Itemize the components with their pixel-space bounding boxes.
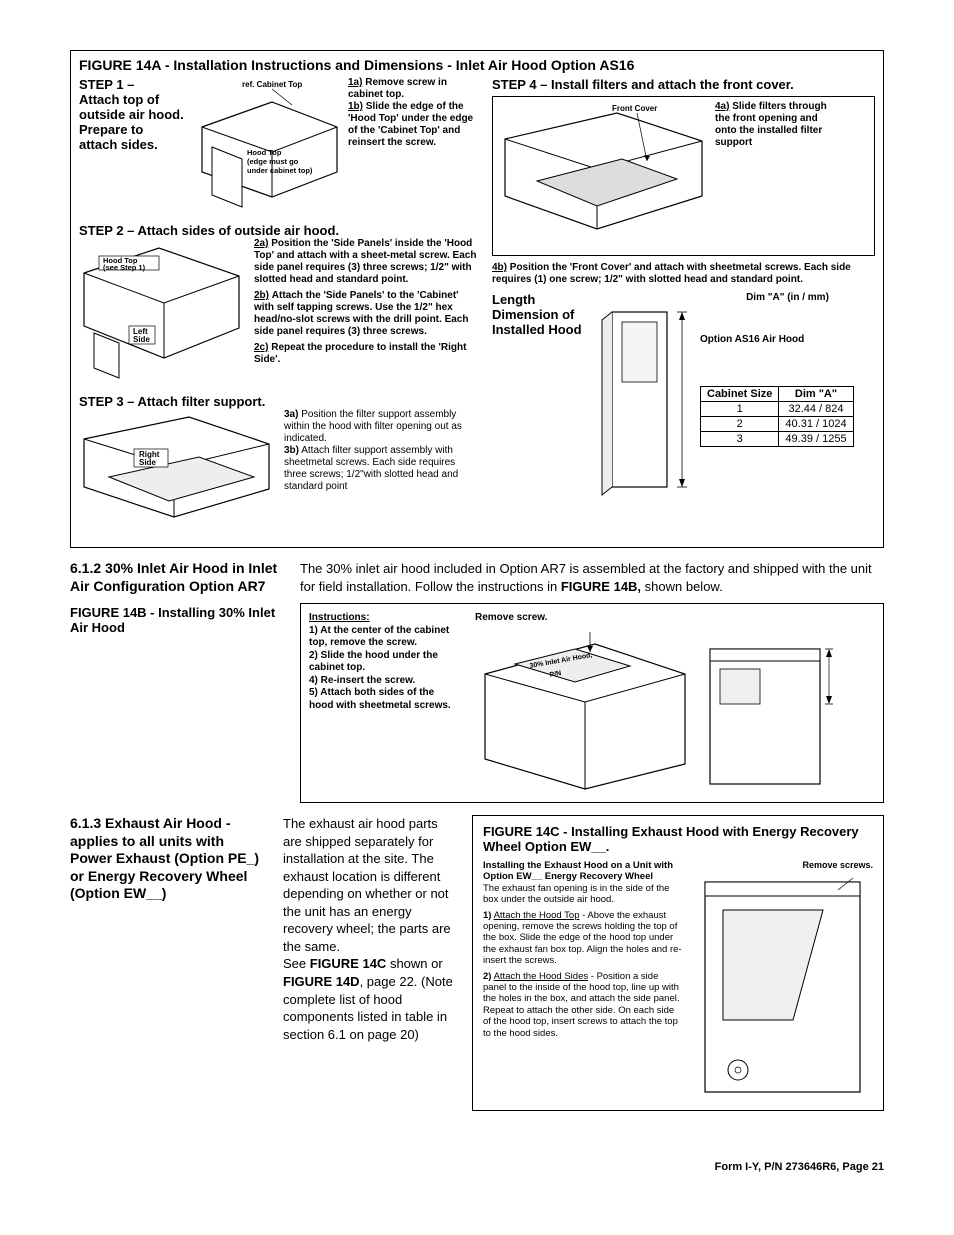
figure-14a-left: STEP 1 – Attach top of outside air hood.… [79, 77, 478, 539]
step1a-label: 1a) [348, 77, 362, 88]
step4-diagram: Front Cover [497, 101, 707, 251]
svg-text:Front Cover: Front Cover [612, 104, 657, 113]
remove-screws-label: Remove screws. [693, 860, 873, 870]
page-footer: Form I-Y, P/N 273646R6, Page 21 [70, 1161, 884, 1173]
svg-text:(see Step 1): (see Step 1) [103, 263, 146, 272]
step4-head: STEP 4 – Install filters and attach the … [492, 77, 875, 92]
step3-diagram: Right Side [79, 409, 274, 539]
step1: STEP 1 – Attach top of outside air hood.… [79, 77, 478, 217]
dim-diagram [592, 292, 692, 502]
th-dim-a: Dim "A" [779, 387, 853, 402]
dim-a-table: Cabinet Size Dim "A" 1 32.44 / 824 2 40.… [700, 386, 854, 447]
figure-14c-text: Installing the Exhaust Hood on a Unit wi… [483, 860, 683, 1100]
step3: STEP 3 – Attach filter support. Right Si… [79, 394, 478, 539]
length-dim-head: Length Dimension of Installed Hood [492, 292, 582, 337]
step3-instructions: 3a) Position the filter support assembly… [284, 409, 478, 539]
table-row: 2 40.31 / 1024 [701, 417, 854, 432]
option-as16-label: Option AS16 Air Hood [700, 334, 875, 346]
table-row: 3 49.39 / 1255 [701, 432, 854, 447]
th-cabinet-size: Cabinet Size [701, 387, 779, 402]
svg-text:under cabinet top): under cabinet top) [247, 166, 313, 175]
figure-14c-title: FIGURE 14C - Installing Exhaust Hood wit… [483, 824, 873, 854]
figure-14a-box: FIGURE 14A - Installation Instructions a… [70, 50, 884, 548]
figure-14a-grid: STEP 1 – Attach top of outside air hood.… [79, 77, 875, 539]
section-613-head: 6.1.3 Exhaust Air Hood - applies to all … [70, 815, 263, 903]
step2-head: STEP 2 – Attach sides of outside air hoo… [79, 223, 478, 238]
step4a-instr: 4a) Slide filters through the front open… [715, 101, 835, 251]
figure-14a-right: STEP 4 – Install filters and attach the … [492, 77, 875, 539]
step4b-instr: 4b) Position the 'Front Cover' and attac… [492, 262, 875, 286]
section-613: 6.1.3 Exhaust Air Hood - applies to all … [70, 815, 884, 1111]
step2-instructions: 2a) Position the 'Side Panels' inside th… [254, 238, 478, 388]
length-dimension: Length Dimension of Installed Hood [492, 292, 875, 502]
ref-cabinet-top-label: ref. Cabinet Top [242, 80, 302, 89]
svg-text:Side: Side [139, 458, 156, 467]
step3-head: STEP 3 – Attach filter support. [79, 394, 478, 409]
fig14c-diagram [693, 870, 873, 1100]
figure-14b-title: FIGURE 14B - Installing 30% Inlet Air Ho… [70, 605, 280, 635]
step1b-label: 1b) [348, 101, 363, 112]
section-612-head: 6.1.2 30% Inlet Air Hood in Inlet Air Co… [70, 560, 280, 595]
step4: STEP 4 – Install filters and attach the … [492, 77, 875, 286]
dim-a-label: Dim "A" (in / mm) [700, 292, 875, 304]
step1-diagram: ref. Cabinet Top Hood Top (edge must go … [192, 77, 342, 217]
table-row: 1 32.44 / 824 [701, 402, 854, 417]
section-612-body: The 30% inlet air hood included in Optio… [300, 560, 884, 595]
figure-14a-title: FIGURE 14A - Installation Instructions a… [79, 57, 875, 73]
svg-text:Side: Side [133, 335, 150, 344]
figure-14c-box: FIGURE 14C - Installing Exhaust Hood wit… [472, 815, 884, 1111]
figure-14b-box: Instructions: 1) At the center of the ca… [300, 603, 884, 803]
fig14b-instructions: Instructions: 1) At the center of the ca… [309, 612, 459, 794]
step2: STEP 2 – Attach sides of outside air hoo… [79, 223, 478, 388]
svg-text:Hood Top: Hood Top [247, 148, 282, 157]
section-613-body: The exhaust air hood parts are shipped s… [283, 815, 458, 1043]
fig14b-diagram: 30% Inlet Air Hood, P/N [475, 624, 875, 794]
step2-diagram: Hood Top (see Step 1) Left Side [79, 238, 244, 388]
remove-screw-label: Remove screw. [475, 612, 875, 624]
section-612: 6.1.2 30% Inlet Air Hood in Inlet Air Co… [70, 560, 884, 803]
svg-text:(edge must go: (edge must go [247, 157, 299, 166]
step1-instructions: 1a) Remove screw in cabinet top. 1b) Sli… [348, 77, 478, 217]
step1-head: STEP 1 – Attach top of outside air hood.… [79, 77, 184, 217]
